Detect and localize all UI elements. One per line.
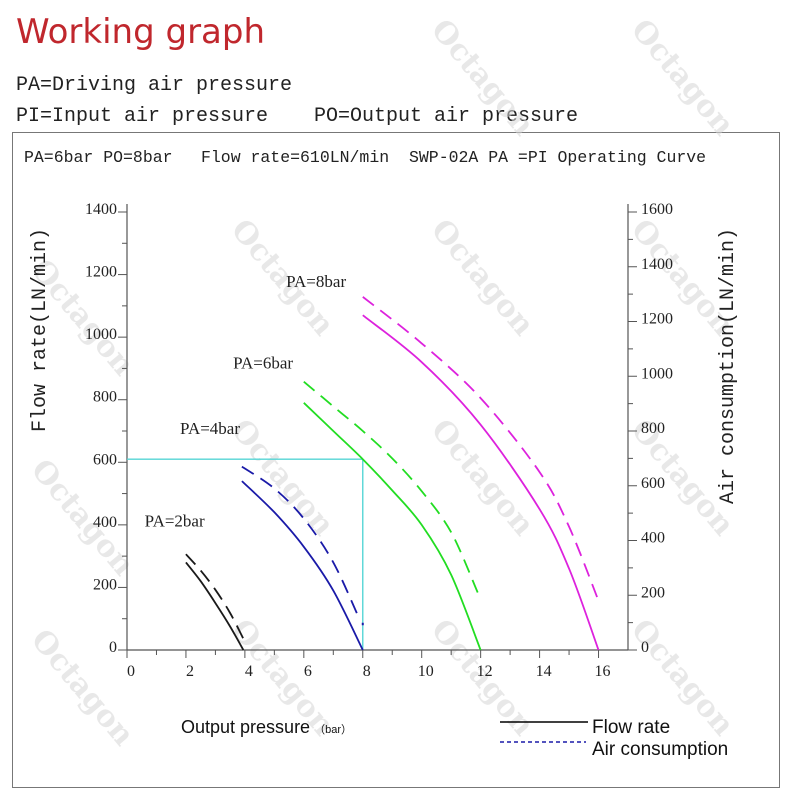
pa-label: PA=6bar: [233, 353, 293, 372]
pa-labels: PA=2bar PA=4bar PA=6bar PA=8bar: [145, 272, 347, 530]
pa-label: PA=4bar: [180, 419, 240, 438]
y-axis-title: Flow rate(LN/min): [29, 228, 52, 432]
flow-rate-curve: [303, 402, 482, 651]
y-tick-label: 200: [93, 576, 117, 593]
watermark-text: Octagon: [24, 623, 141, 753]
y-tick-label: 1000: [85, 326, 117, 343]
y2-axis-title: Air consumption(LN/min): [717, 228, 740, 504]
watermark-text: Octagon: [424, 213, 541, 343]
y2-tick-label: 0: [641, 639, 649, 656]
pa-label: PA=8bar: [286, 272, 346, 291]
legend: Flow rate Air consumption: [500, 717, 728, 760]
flow-rate-curve: [241, 480, 364, 651]
x-tick-label: 6: [304, 663, 312, 680]
watermark-text: Octagon: [224, 413, 341, 543]
y2-tick-label: 1600: [641, 201, 673, 218]
x-tick-label: 12: [477, 663, 493, 680]
header-condition: PA=6bar PO=8bar: [24, 148, 173, 167]
y-tick-label: 1200: [85, 264, 117, 281]
y2-tick-label: 1400: [641, 256, 673, 273]
y-tick-label: 800: [93, 389, 117, 406]
y2-tick-label: 1000: [641, 365, 673, 382]
air-consumption-curve: [241, 465, 361, 621]
y-tick-label: 600: [93, 451, 117, 468]
watermark-text: Octagon: [424, 413, 541, 543]
y2-tick-label: 200: [641, 584, 665, 601]
watermark-text: Octagon: [24, 453, 141, 583]
watermark-text: Octagon: [624, 13, 741, 143]
air-consumption-curve: [185, 553, 246, 643]
header-flow: Flow rate=610LN/min: [201, 148, 389, 167]
reference-lines: [127, 458, 364, 650]
y2-tick-label: 1200: [641, 311, 673, 328]
x-tick-label: 2: [186, 663, 194, 680]
chart-frame: [12, 132, 780, 788]
air-consumption-curve: [303, 381, 479, 593]
y2-tick-label: 800: [641, 420, 665, 437]
flow-rate-curve: [362, 314, 600, 651]
y2-tick-label: 600: [641, 475, 665, 492]
curves: [185, 296, 600, 651]
x-tick-label: 10: [418, 663, 434, 680]
x-tick-label: 16: [595, 663, 611, 680]
legend-air-label: Air consumption: [592, 739, 728, 760]
x-tick-label: 14: [536, 663, 552, 680]
y2-tick-label: 400: [641, 530, 665, 547]
x-axis-title: Output pressure （bar）: [181, 717, 352, 737]
x-tick-label: 4: [245, 663, 253, 680]
air-consumption-curve: [362, 296, 600, 602]
x-axis-title-text: Output pressure: [181, 717, 310, 737]
y-tick-label: 1400: [85, 201, 117, 218]
definition-pa: PA=Driving air pressure: [16, 74, 293, 97]
axes: 0 2 4 6 8 10 12 14 16 0 200 400 600 800 1000 1200 1400 0 2…: [85, 201, 673, 680]
x-tick-label: 8: [363, 663, 371, 680]
watermark-layer: Octagon Octagon Octagon Octagon Octagon Octag…: [24, 13, 741, 753]
legend-flow-label: Flow rate: [592, 717, 670, 738]
definition-pi: PI=Input air pressure: [16, 105, 269, 128]
header-curve: SWP-02A PA =PI Operating Curve: [409, 148, 706, 167]
y-tick-label: 0: [109, 639, 117, 656]
y-tick-label: 400: [93, 514, 117, 531]
x-axis-unit: （bar）: [314, 723, 352, 736]
pa-label: PA=2bar: [145, 511, 205, 530]
watermark-text: Octagon: [424, 13, 541, 143]
definition-po: PO=Output air pressure: [314, 105, 579, 128]
page-title: Working graph: [16, 12, 266, 52]
flow-rate-curve: [185, 561, 245, 651]
x-tick-label: 0: [127, 663, 135, 680]
